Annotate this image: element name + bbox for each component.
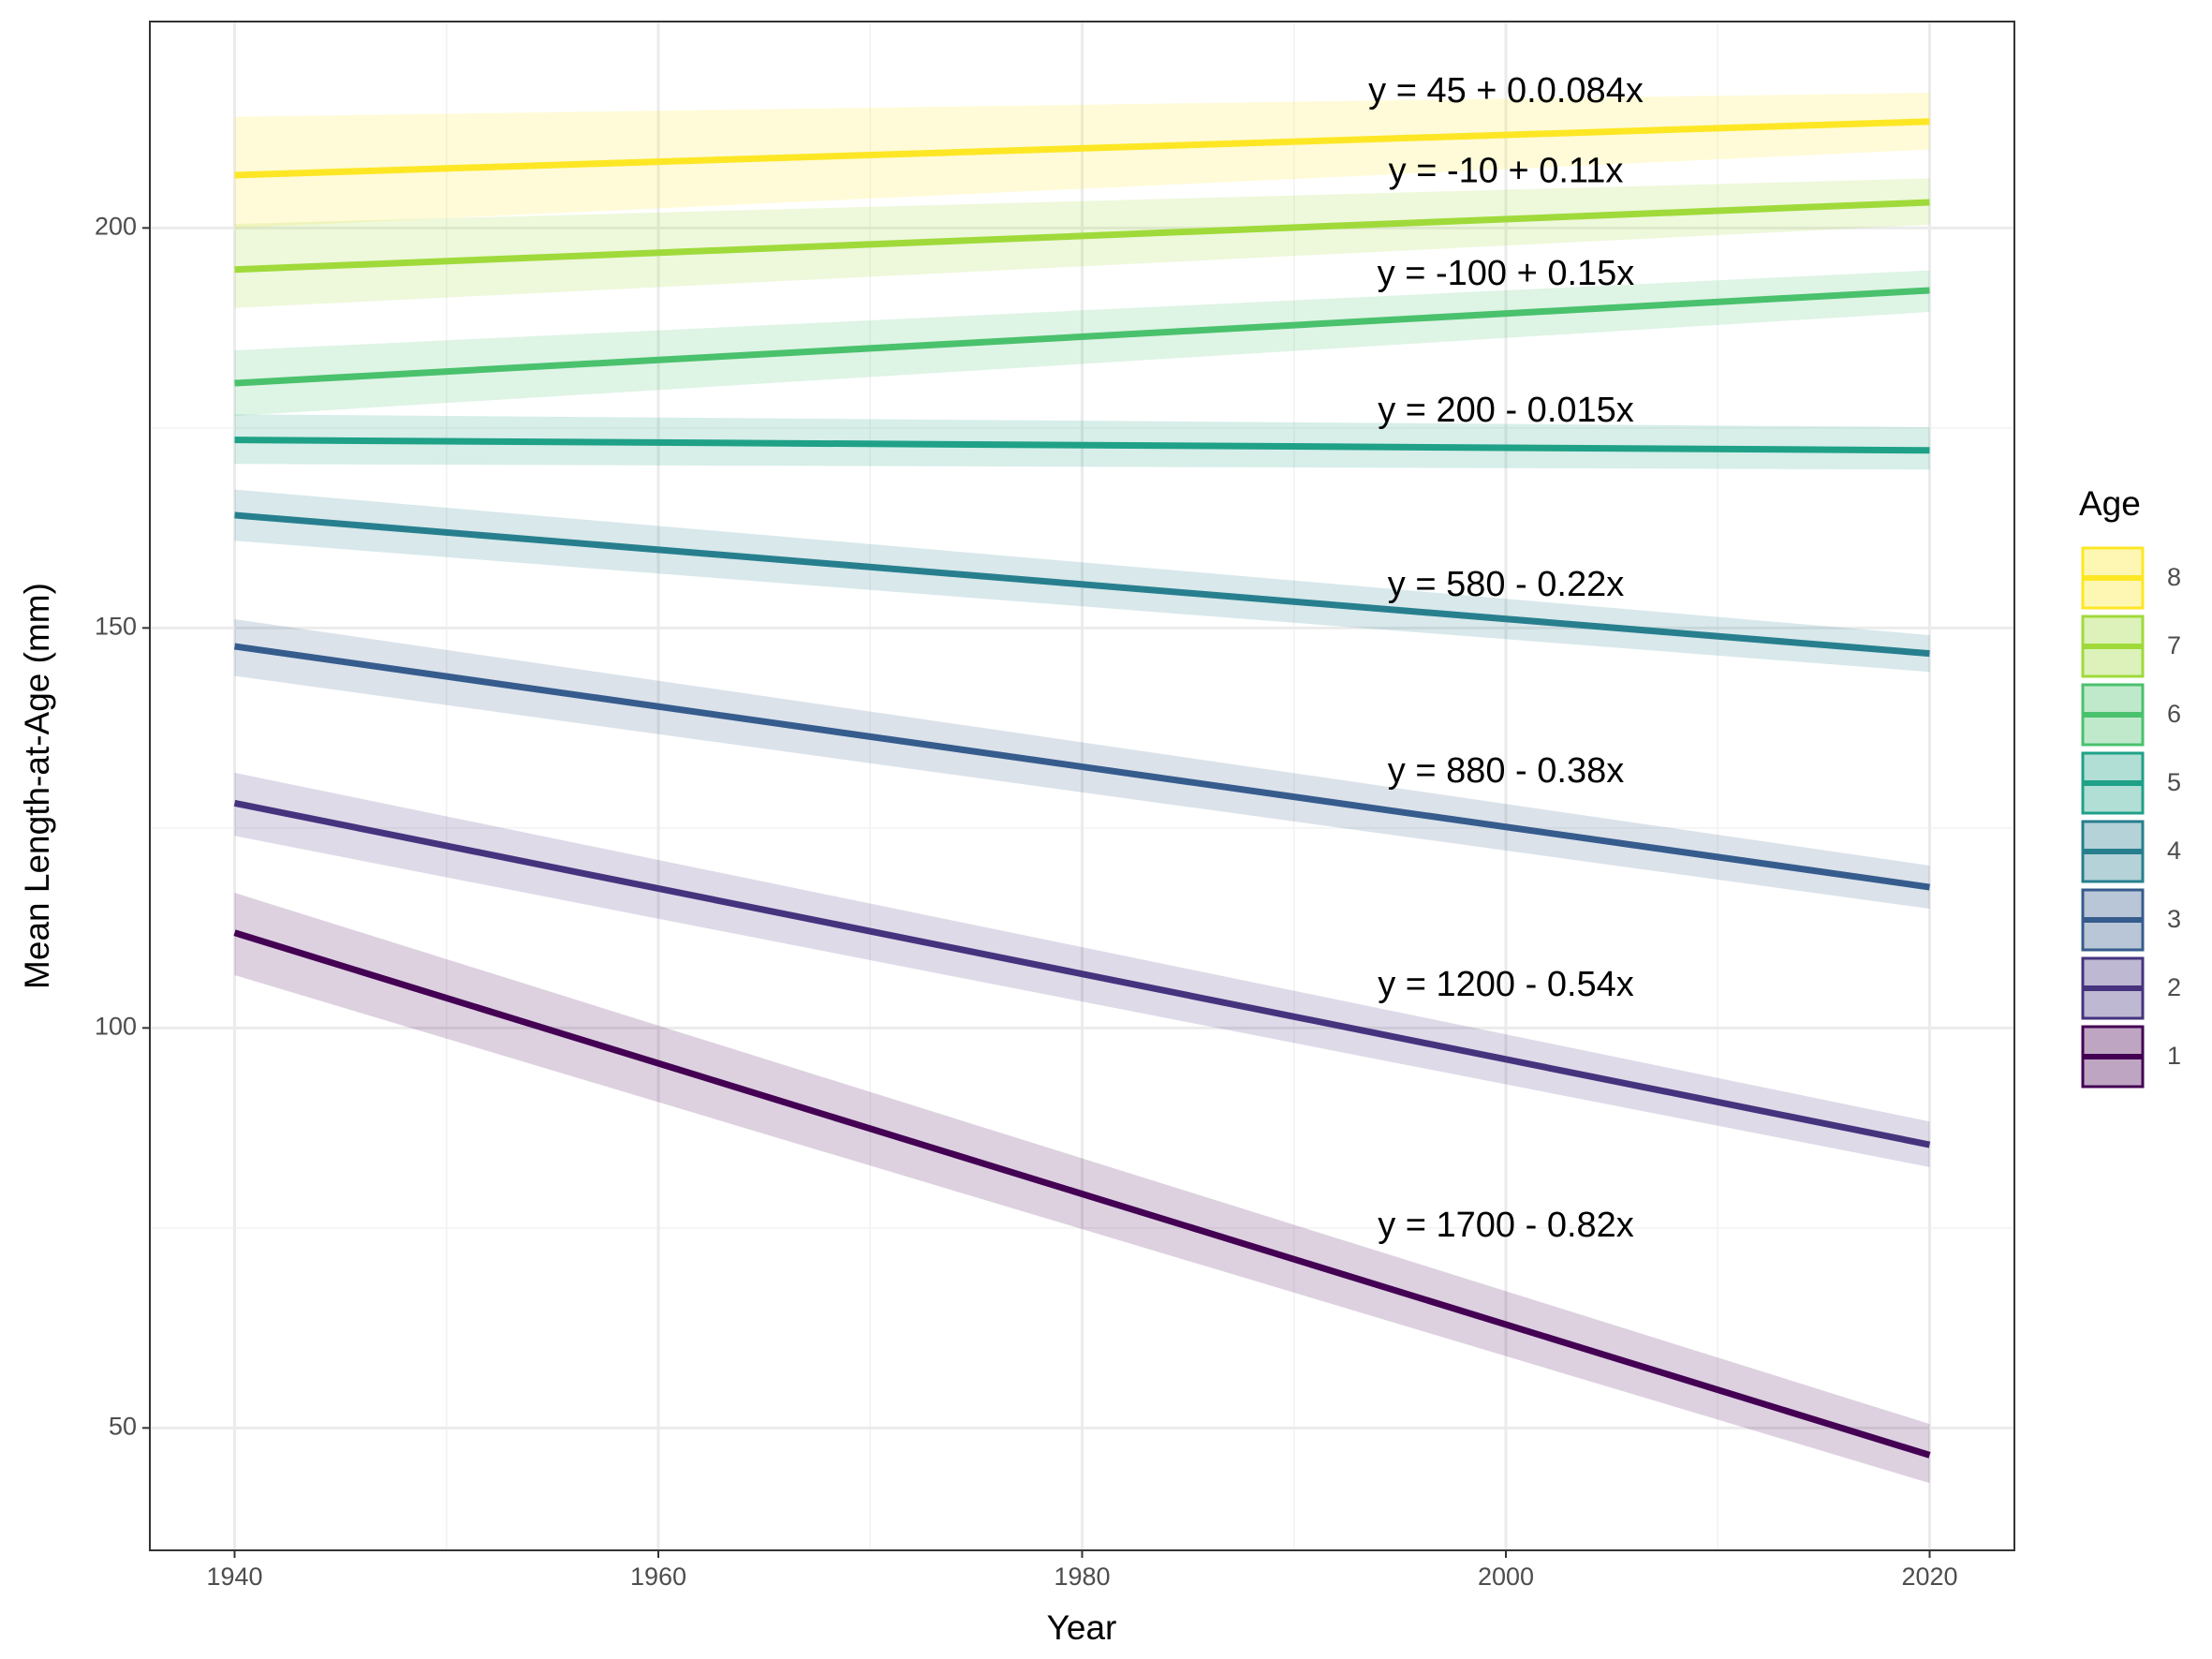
plot-border	[149, 21, 2015, 1551]
equation-label: y = 580 - 0.22x	[1388, 565, 1624, 604]
trend-line	[234, 511, 1930, 658]
legend-label: 1	[2167, 1042, 2181, 1070]
legend-label: 4	[2167, 837, 2181, 865]
trend-line	[234, 199, 1930, 274]
equation-label: y = 1700 - 0.82x	[1378, 1206, 1634, 1245]
legend-label: 6	[2167, 700, 2181, 728]
y-tick-label: 50	[109, 1412, 137, 1440]
equation-label: y = -10 + 0.11x	[1389, 151, 1624, 190]
y-tick-label: 100	[95, 1012, 137, 1040]
confidence-band	[234, 772, 1930, 1167]
trend-line	[234, 287, 1930, 387]
trend-line	[233, 799, 1931, 1148]
trend-line	[234, 437, 1930, 454]
equation-label: y = 200 - 0.015x	[1378, 391, 1634, 430]
x-tick-label: 1960	[630, 1563, 686, 1591]
legend-label: 3	[2167, 905, 2181, 933]
confidence-band	[234, 270, 1930, 417]
legend-label: 7	[2167, 631, 2181, 659]
trend-line	[234, 118, 1930, 179]
y-axis-title: Mean Length-at-Age (mm)	[18, 583, 56, 989]
x-tick-label: 1940	[206, 1563, 262, 1591]
x-tick-label: 2020	[1901, 1563, 1957, 1591]
legend-label: 5	[2167, 768, 2181, 796]
x-axis-title: Year	[1047, 1608, 1117, 1647]
confidence-band	[234, 178, 1930, 308]
trend-line	[234, 643, 1930, 891]
x-tick-label: 1980	[1054, 1563, 1110, 1591]
legend-label: 2	[2167, 973, 2181, 1001]
equation-label: y = 880 - 0.38x	[1388, 751, 1624, 791]
legend-label: 8	[2167, 563, 2181, 591]
trend-line	[233, 929, 1931, 1459]
y-tick-label: 150	[95, 612, 137, 640]
confidence-band	[234, 489, 1930, 673]
equation-label: y = -100 + 0.15x	[1378, 254, 1635, 293]
y-tick-label: 200	[95, 212, 137, 240]
confidence-band	[234, 93, 1930, 229]
confidence-band	[234, 893, 1930, 1484]
legend-title: Age	[2079, 484, 2141, 523]
equation-label: y = 1200 - 0.54x	[1378, 965, 1634, 1004]
x-tick-label: 2000	[1478, 1563, 1534, 1591]
equation-label: y = 45 + 0.0.084x	[1368, 71, 1644, 111]
